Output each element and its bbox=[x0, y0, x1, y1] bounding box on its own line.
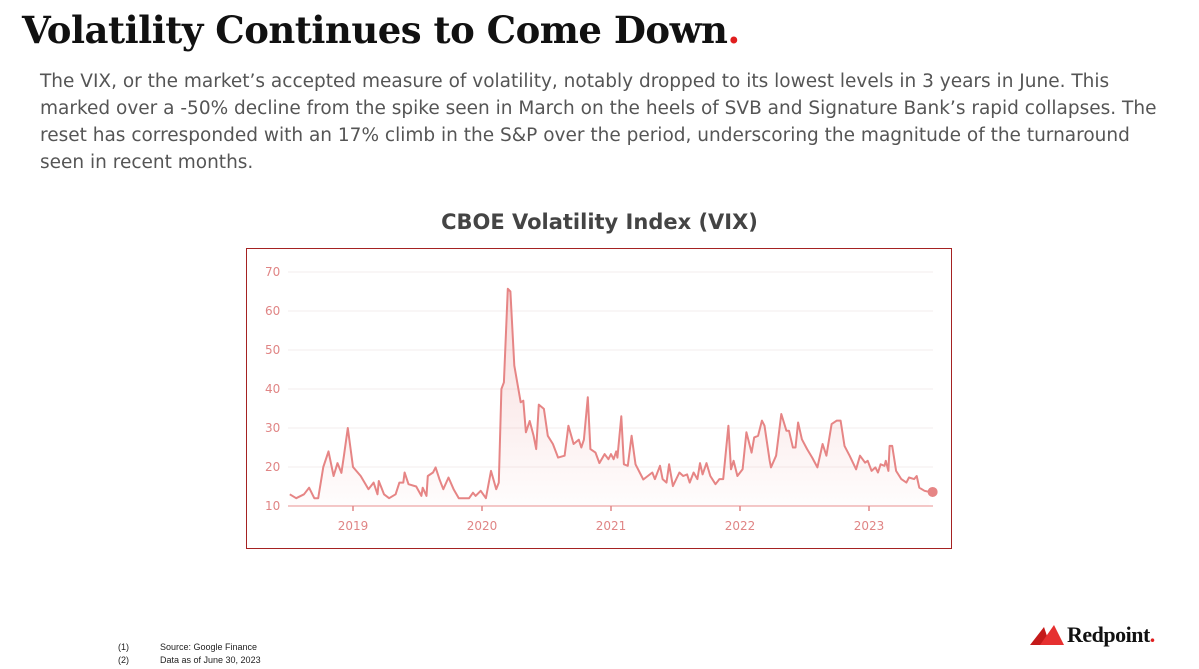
redpoint-logo: Redpoint. bbox=[1030, 622, 1155, 648]
footnote-1-text: Source: Google Finance bbox=[160, 642, 258, 652]
x-tick-label: 2021 bbox=[596, 519, 627, 533]
footnote-2-num: (2) bbox=[118, 655, 129, 665]
title-text: Volatility Continues to Come Down bbox=[22, 8, 728, 52]
chart-title: CBOE Volatility Index (VIX) bbox=[441, 210, 758, 234]
y-tick-label: 60 bbox=[265, 304, 280, 318]
y-tick-label: 30 bbox=[265, 421, 280, 435]
logo-text: Redpoint. bbox=[1067, 622, 1155, 647]
x-tick-label: 2023 bbox=[854, 519, 885, 533]
y-tick-label: 20 bbox=[265, 460, 280, 474]
chart-frame bbox=[246, 248, 952, 549]
x-tick-label: 2019 bbox=[338, 519, 369, 533]
y-tick-label: 10 bbox=[265, 499, 280, 513]
slide-title: Volatility Continues to Come Down. bbox=[22, 8, 740, 52]
footnote-1-num: (1) bbox=[118, 642, 129, 652]
x-tick-label: 2022 bbox=[725, 519, 756, 533]
vix-area bbox=[289, 288, 930, 506]
y-tick-label: 70 bbox=[265, 265, 280, 279]
last-point-marker bbox=[927, 486, 938, 497]
vix-line bbox=[289, 287, 930, 500]
footnote-2-text: Data as of June 30, 2023 bbox=[160, 655, 261, 665]
x-tick-label: 2020 bbox=[467, 519, 498, 533]
y-tick-label: 50 bbox=[265, 343, 280, 357]
y-tick-label: 40 bbox=[265, 382, 280, 396]
title-dot: . bbox=[727, 8, 740, 52]
description-paragraph: The VIX, or the market’s accepted measur… bbox=[40, 71, 1157, 173]
redpoint-mountain-icon bbox=[1030, 625, 1064, 645]
